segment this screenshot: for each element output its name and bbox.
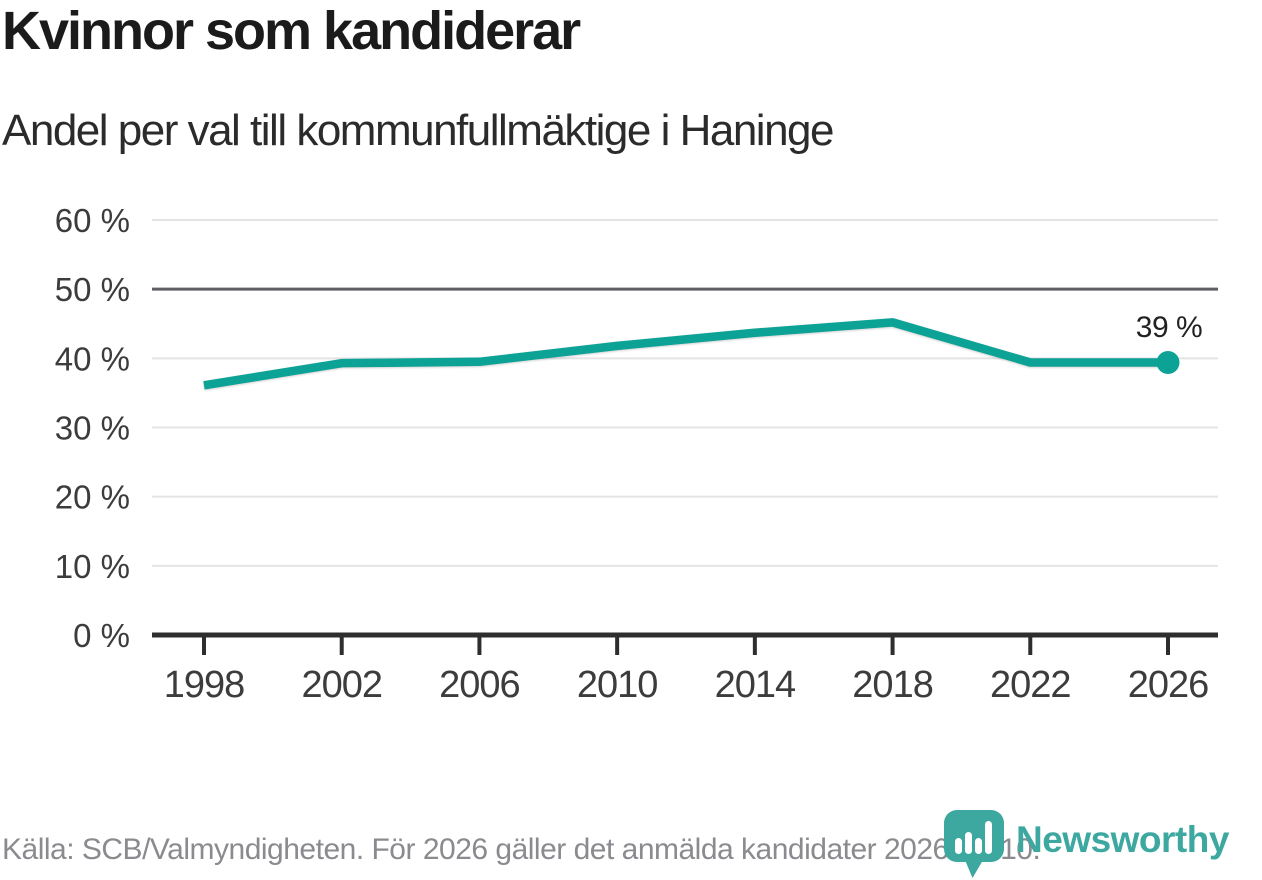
x-tick-label-2022: 2022	[990, 664, 1071, 706]
y-tick-label-0: 0 %	[73, 617, 130, 654]
y-tick-label-40: 40 %	[55, 340, 130, 377]
x-tick-label-1998: 1998	[164, 664, 245, 706]
end-point-value-label: 39 %	[1136, 311, 1202, 344]
y-tick-label-50: 50 %	[55, 271, 130, 308]
newsworthy-speech-bubble-bar-chart-icon	[944, 810, 1004, 878]
y-tick-label-10: 10 %	[55, 548, 130, 585]
x-tick-label-2006: 2006	[439, 664, 520, 706]
x-tick-label-2014: 2014	[715, 664, 796, 706]
data-line-andel-kvinnor	[203, 318, 1168, 390]
end-point-marker	[1156, 350, 1180, 374]
y-tick-label-30: 30 %	[55, 410, 130, 447]
y-tick-label-20: 20 %	[55, 479, 130, 516]
source-note: Källa: SCB/Valmyndigheten. För 2026 gäll…	[2, 833, 1041, 866]
newsworthy-logo-text: Newsworthy	[1016, 819, 1229, 860]
chart-subtitle: Andel per val till kommunfullmäktige i H…	[2, 106, 834, 155]
newsworthy-logo[interactable]: Newsworthy	[944, 810, 1229, 880]
x-tick-label-2018: 2018	[852, 664, 933, 706]
y-tick-label-60: 60 %	[55, 202, 130, 239]
x-tick-label-2010: 2010	[577, 664, 658, 706]
x-tick-label-2026: 2026	[1128, 664, 1209, 706]
x-tick-label-2002: 2002	[301, 664, 382, 706]
chart-title: Kvinnor som kandiderar	[2, 1, 581, 61]
